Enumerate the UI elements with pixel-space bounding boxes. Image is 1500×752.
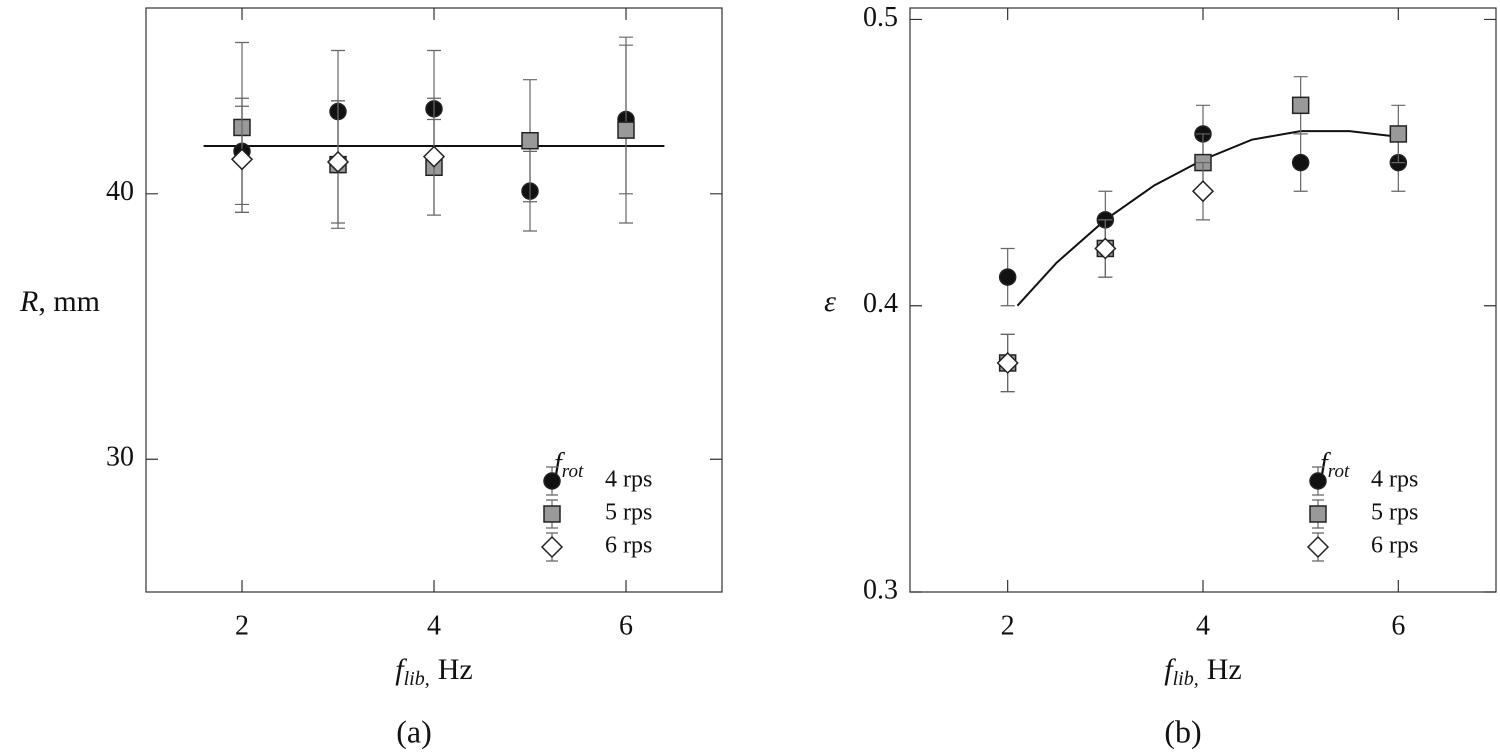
marker-diamond — [1094, 237, 1117, 260]
y-axis-label: ε — [824, 285, 836, 318]
x-label-subscript: lib, — [1173, 668, 1199, 690]
marker-diamond — [230, 148, 254, 171]
panel-label: (b) — [1164, 713, 1201, 749]
marker-square — [1291, 96, 1310, 115]
panel-label: (a) — [396, 713, 432, 749]
legend-marker — [540, 535, 564, 559]
legend-label: 5 rps — [1371, 500, 1418, 526]
x-tick-label: 2 — [1001, 610, 1015, 641]
marker-circle — [1291, 153, 1310, 172]
marker-circle — [998, 268, 1017, 286]
legend-marker — [543, 505, 561, 523]
x-label-unit: Hz — [1207, 653, 1242, 686]
x-label-subscript: lib, — [404, 668, 430, 690]
marker-diamond — [1191, 180, 1215, 203]
x-axis-label: flib, Hz — [395, 653, 472, 690]
legend-label: 5 rps — [605, 500, 652, 526]
x-tick-label: 2 — [235, 610, 249, 641]
y-tick-label: 40 — [106, 176, 134, 207]
legend-label: 6 rps — [605, 533, 652, 559]
y-label-symbol: ε — [824, 285, 836, 318]
x-axis-label: flib, Hz — [1164, 653, 1241, 690]
y-axis-label: R, mm — [19, 285, 100, 318]
x-tick-label: 6 — [1391, 610, 1405, 641]
legend-title-subscript: rot — [562, 461, 584, 482]
legend-title-symbol: f — [554, 448, 565, 479]
legend-marker — [1309, 472, 1327, 490]
marker-square — [1389, 125, 1408, 143]
marker-square — [521, 131, 539, 150]
y-tick-label: 0.3 — [863, 574, 898, 605]
y-tick-label: 0.5 — [863, 2, 898, 33]
marker-diamond — [422, 145, 446, 168]
legend-label: 4 rps — [605, 467, 652, 493]
y-label-unit: , mm — [38, 285, 100, 318]
x-label-unit: Hz — [438, 653, 473, 686]
x-tick-label: 4 — [427, 610, 441, 641]
marker-diamond — [326, 150, 350, 174]
legend-title: frot — [554, 448, 584, 482]
marker-square — [617, 121, 635, 139]
legend-label: 6 rps — [1371, 533, 1418, 559]
x-tick-label: 6 — [619, 610, 633, 641]
legend-title-subscript: rot — [1328, 461, 1350, 482]
marker-diamond — [996, 351, 1019, 375]
x-tick-label: 4 — [1196, 610, 1210, 641]
legend-title-symbol: f — [1320, 448, 1331, 479]
legend-label: 4 rps — [1371, 467, 1418, 493]
legend-marker — [1306, 535, 1330, 559]
y-tick-label: 30 — [106, 442, 134, 473]
legend-marker — [1309, 505, 1327, 523]
y-tick-label: 0.4 — [863, 288, 898, 319]
legend-title: frot — [1320, 448, 1350, 482]
y-label-symbol: R — [19, 285, 38, 318]
legend-marker — [543, 472, 561, 490]
